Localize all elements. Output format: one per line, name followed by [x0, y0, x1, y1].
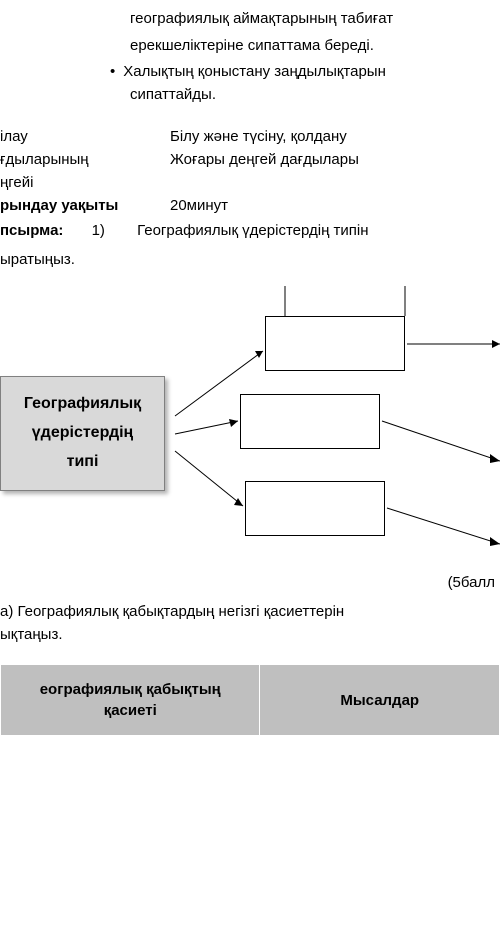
question-a: а) Географиялық қабықтардың негізгі қаси… — [0, 601, 500, 646]
score-text: (5балл — [0, 574, 500, 591]
label-time: рындау уақыты — [0, 195, 160, 216]
info-row-2: ғдыларының Жоғары деңгей дағдылары — [0, 149, 500, 170]
intro-text-line1: географиялық аймақтарының табиғат — [0, 8, 500, 31]
table-header-row: еографиялық қабықтың қасиеті Мысалдар — [1, 665, 500, 736]
label-ilau: ілау — [0, 126, 160, 147]
bullet-marker: • — [110, 63, 115, 80]
info-row-1: ілау Білу және түсіну, қолдану — [0, 126, 500, 147]
value-level — [160, 172, 500, 193]
diagram-sub-box-2 — [240, 394, 380, 449]
task-number: 1) — [92, 222, 105, 239]
table-cell-right — [260, 736, 500, 856]
diagram-container: Географиялық үдерістердің типі — [0, 286, 500, 566]
bullet-text-1: Халықтың қоныстану заңдылықтарын — [123, 63, 386, 80]
label-level: ңгейі — [0, 172, 160, 193]
bullet-item: • Халықтың қоныстану заңдылықтарын сипатт… — [0, 61, 500, 106]
main-box-line1: Географиялық — [24, 390, 141, 419]
table-header-right: Мысалдар — [260, 665, 500, 736]
header-left-line1: еографиялық қабықтың — [40, 681, 221, 698]
header-left-line2: қасиеті — [104, 702, 157, 719]
label-skills: ғдыларының — [0, 149, 160, 170]
info-row-3: ңгейі — [0, 172, 500, 193]
question-a-line1: а) Географиялық қабықтардың негізгі қаси… — [0, 603, 344, 620]
diagram-sub-box-3 — [245, 481, 385, 536]
intro-text-line2: ерекшеліктеріне сипаттама береді. — [0, 35, 500, 58]
properties-table: еографиялық қабықтың қасиеті Мысалдар — [0, 664, 500, 856]
task-continue: ыратыңыз. — [0, 249, 500, 272]
info-row-4: рындау уақыты 20минут — [0, 195, 500, 216]
table-header-left: еографиялық қабықтың қасиеті — [1, 665, 260, 736]
task-line: псырма: 1) Географиялық үдерістердің тип… — [0, 220, 500, 243]
diagram-sub-box-1 — [265, 316, 405, 371]
value-time: 20минут — [160, 195, 500, 216]
value-skills: Жоғары деңгей дағдылары — [160, 149, 500, 170]
table-cell-left — [1, 736, 260, 856]
task-text: Географиялық үдерістердің типін — [137, 222, 368, 239]
value-ilau: Білу және түсіну, қолдану — [160, 126, 500, 147]
bullet-text-2: сипаттайды. — [110, 84, 500, 107]
table-row — [1, 736, 500, 856]
main-box-line2: үдерістердің — [24, 419, 141, 448]
question-a-line2: ықтаңыз. — [0, 626, 63, 643]
task-label: псырма: — [0, 222, 63, 239]
diagram-main-box: Географиялық үдерістердің типі — [0, 376, 165, 491]
main-box-line3: типі — [24, 448, 141, 477]
